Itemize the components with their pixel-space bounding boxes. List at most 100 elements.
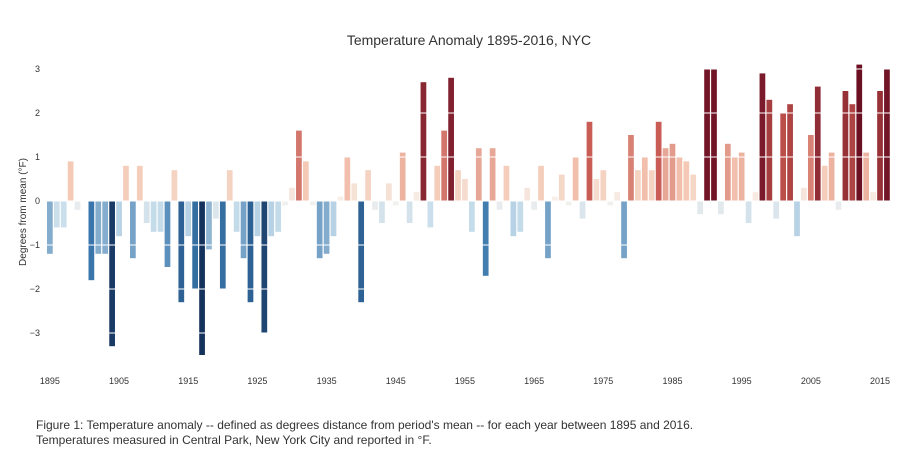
bar-1930 (289, 187, 295, 201)
bar-1937 (337, 196, 344, 201)
bar-1922 (233, 201, 240, 232)
bar-2011 (849, 104, 856, 201)
y-tick-label: 0 (35, 196, 40, 206)
bar-1905 (116, 201, 122, 237)
bar-1914 (178, 201, 185, 303)
bar-1938 (344, 157, 351, 201)
bar-1959 (489, 148, 496, 201)
bar-1929 (282, 201, 288, 206)
bar-1931 (296, 130, 302, 201)
bar-1949 (420, 82, 427, 201)
x-tick-label: 1895 (40, 376, 60, 386)
bar-1955 (462, 179, 468, 201)
bar-1941 (365, 170, 371, 201)
bar-1899 (74, 201, 81, 210)
bar-1918 (206, 201, 212, 250)
y-tick-label: 1 (35, 152, 40, 162)
bar-1997 (752, 192, 759, 201)
bar-1984 (662, 148, 669, 201)
bar-1991 (711, 69, 717, 201)
bar-1989 (697, 201, 704, 215)
bar-1957 (475, 148, 482, 201)
bar-1956 (469, 201, 475, 232)
bar-2008 (828, 152, 835, 201)
figure-caption: Figure 1: Temperature anomaly -- defined… (36, 418, 896, 448)
bar-1988 (690, 174, 697, 201)
bar-1933 (309, 201, 316, 206)
bar-1935 (323, 201, 330, 254)
bar-2013 (863, 152, 870, 201)
bar-2014 (870, 192, 876, 201)
bar-2010 (842, 91, 849, 201)
bar-1912 (164, 201, 171, 267)
x-tick-label: 1935 (317, 376, 337, 386)
bar-1898 (67, 161, 74, 201)
bar-1986 (676, 157, 683, 201)
bar-1897 (60, 201, 67, 228)
bar-1964 (524, 187, 531, 201)
y-axis-label: Degrees from mean (°F) (18, 158, 29, 266)
bar-1952 (441, 130, 448, 201)
bar-1950 (427, 201, 434, 228)
caption-line-2: Temperatures measured in Central Park, N… (36, 433, 432, 447)
bar-1948 (413, 192, 420, 201)
y-tick-label: 3 (35, 64, 40, 74)
bar-1910 (150, 201, 157, 232)
bar-1934 (316, 201, 323, 259)
bar-1942 (372, 201, 378, 210)
bar-2004 (801, 187, 807, 201)
bar-1954 (455, 170, 461, 201)
bar-1992 (718, 201, 724, 215)
bar-1958 (482, 201, 489, 276)
bar-1977 (614, 192, 620, 201)
bar-2003 (794, 201, 800, 237)
bar-1947 (406, 201, 413, 223)
bar-1928 (275, 201, 282, 232)
bar-2002 (787, 104, 793, 201)
x-tick-label: 1995 (732, 376, 752, 386)
bar-1951 (434, 165, 441, 201)
x-tick-label: 1975 (593, 376, 613, 386)
x-tick-labels: 1895 1905 1915 1925 1935 1945 1955 1965 1975 1985… (40, 376, 890, 386)
bar-1999 (766, 99, 773, 201)
x-tick-label: 1915 (178, 376, 198, 386)
bar-1963 (517, 201, 524, 232)
bar-1990 (704, 69, 710, 201)
x-tick-label: 1955 (455, 376, 475, 386)
bars-layer (47, 64, 890, 355)
x-tick-label: 2005 (801, 376, 821, 386)
bar-1993 (724, 143, 731, 201)
x-tick-label: 1925 (247, 376, 267, 386)
bar-1994 (731, 157, 738, 201)
bar-1919 (213, 201, 219, 219)
chart-title: Temperature Anomaly 1895-2016, NYC (347, 32, 591, 48)
bar-1960 (496, 201, 503, 210)
y-tick-label: −1 (30, 240, 40, 250)
bar-1995 (738, 152, 745, 201)
bar-2006 (814, 86, 821, 201)
bar-1985 (669, 143, 676, 201)
bar-2012 (856, 64, 863, 201)
bar-1909 (143, 201, 150, 223)
bar-1966 (538, 165, 544, 201)
bar-1913 (171, 170, 178, 201)
x-tick-label: 1905 (109, 376, 129, 386)
bar-1965 (531, 201, 537, 210)
bar-1921 (226, 170, 233, 201)
gridlines (47, 68, 891, 334)
x-tick-label: 1985 (662, 376, 682, 386)
bar-2005 (807, 135, 814, 201)
bar-1973 (586, 121, 593, 201)
bar-1961 (503, 165, 510, 201)
bar-1943 (379, 201, 385, 223)
bar-2015 (877, 91, 883, 201)
bar-1945 (392, 201, 399, 206)
bar-1946 (399, 152, 406, 201)
bar-1981 (641, 157, 648, 201)
bar-2009 (835, 201, 842, 210)
bar-1982 (648, 170, 655, 201)
x-tick-label: 2015 (870, 376, 890, 386)
bar-1975 (600, 170, 607, 201)
bar-1953 (448, 77, 454, 201)
